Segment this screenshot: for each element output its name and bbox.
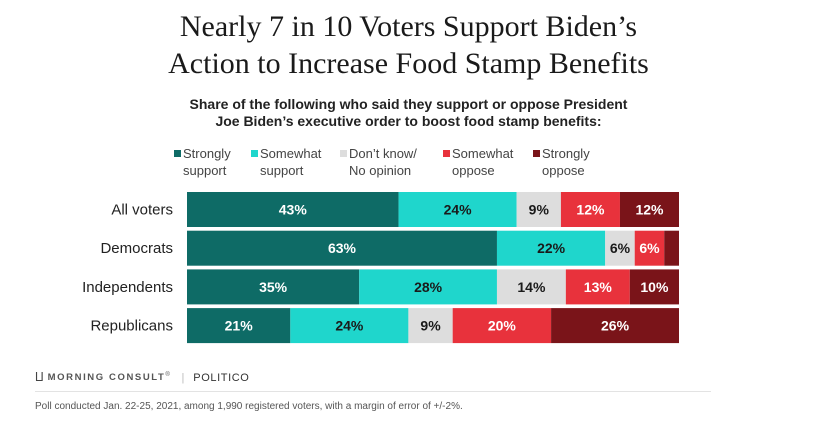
legend-label-line1: Strongly [183,146,231,161]
data-label: 12% [635,202,664,218]
chart-subtitle: Share of the following who said they sup… [0,96,817,130]
subtitle-line-1: Share of the following who said they sup… [189,96,628,112]
bar-segment [605,230,635,266]
morning-consult-logo-icon: ⨿ [35,370,44,384]
legend-item-strongly-support: Strongly support [174,145,231,179]
legend-label-line2: support [183,163,227,178]
politico-logo: POLITICO [193,371,250,384]
bar-segment [496,230,606,266]
bar-segment [551,308,679,344]
chart-title: Nearly 7 in 10 Voters Support Biden’s Ac… [0,8,817,82]
bar-segment [634,230,665,266]
bar-segment [187,308,291,344]
bar-segment [496,269,566,305]
legend-item-somewhat-oppose: Somewhat oppose [443,145,513,179]
data-label: 24% [335,318,364,334]
legend-swatch [251,150,258,157]
bar-segment [187,269,360,305]
data-label: 20% [488,318,517,334]
subtitle-line-2: Joe Biden’s executive order to boost foo… [215,113,602,129]
bar-segment [565,269,630,305]
morning-consult-logo: MORNING CONSULT® [48,372,172,383]
brand-registered-mark: ® [165,371,172,378]
data-label: 6% [639,240,660,256]
bar-segment [290,308,409,344]
legend-label-line1: Somewhat [452,146,514,161]
source-logos: ⨿ MORNING CONSULT® | POLITICO [35,370,249,385]
legend-swatch [533,150,540,157]
data-label: 43% [279,202,308,218]
bar-segment [398,192,517,227]
data-label: 21% [225,318,254,334]
bar-segment [516,192,561,227]
data-label: 9% [420,318,441,334]
bar-segment [408,308,453,344]
data-label: 9% [529,202,550,218]
bar-segment [619,192,679,227]
data-label: 26% [601,318,630,334]
bar-segment [359,269,497,305]
logo-separator: | [181,371,185,384]
data-label: 63% [328,240,357,256]
category-label: Independents [82,279,173,296]
legend-label-line2: No opinion [349,163,412,178]
data-label: 35% [259,279,288,295]
footer-divider [35,391,711,392]
category-label: All voters [111,202,173,219]
poll-note: Poll conducted Jan. 22-25, 2021, among 1… [35,401,463,412]
data-label: 13% [584,279,613,295]
title-line-2: Action to Increase Food Stamp Benefits [168,47,649,80]
bar-segment [560,192,620,227]
legend-item-somewhat-support: Somewhat support [251,145,321,179]
legend-label-line1: Don’t know/ [349,146,417,161]
legend-swatch [174,150,181,157]
legend-swatch [443,150,450,157]
bar-segment [187,230,497,266]
bar-segment [664,230,679,266]
data-label: 24% [444,202,473,218]
category-label: Democrats [100,240,173,257]
bar-segment [452,308,552,344]
brand-morning-consult: MORNING CONSULT [47,372,166,384]
legend-label-line1: Strongly [542,146,590,161]
legend-label-line2: oppose [452,163,495,178]
legend-label-line2: oppose [542,163,585,178]
data-label: 28% [414,279,443,295]
legend-label-line1: Somewhat [260,146,322,161]
data-label: 6% [610,240,631,256]
bar-segment [187,192,399,227]
bar-segment [629,269,679,305]
legend-swatch [340,150,347,157]
legend-item-dont-know: Don’t know/ No opinion [340,145,417,179]
legend-label-line2: support [260,163,304,178]
legend-item-strongly-oppose: Strongly oppose [533,145,590,179]
data-label: 14% [517,279,546,295]
title-line-1: Nearly 7 in 10 Voters Support Biden’s [179,10,638,43]
category-label: Republicans [90,318,173,335]
data-label: 12% [576,202,605,218]
data-label: 22% [537,240,566,256]
data-label: 10% [640,279,669,295]
